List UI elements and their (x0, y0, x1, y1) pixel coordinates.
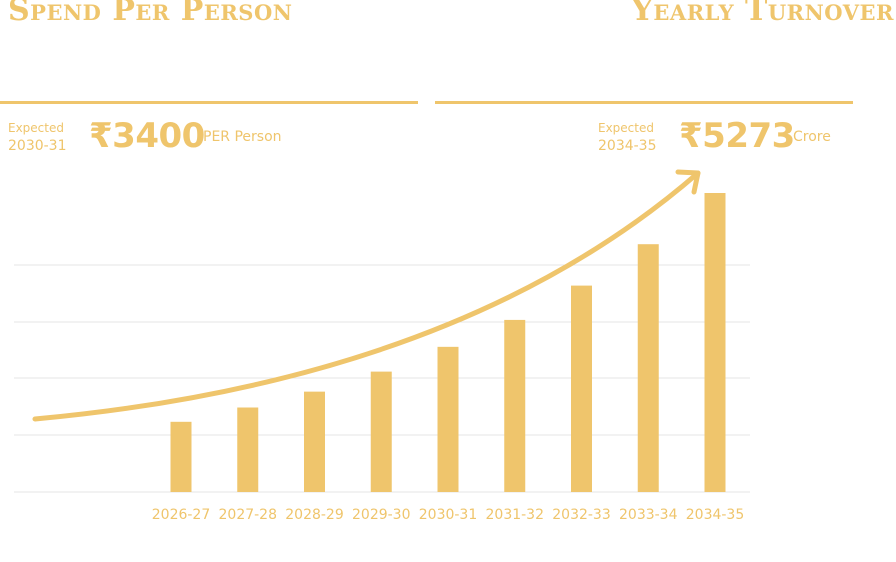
bar-2026-27 (170, 421, 192, 492)
x-tick-label: 2028-29 (285, 507, 344, 523)
spend-per-person-heading: Spend Per Person (8, 0, 293, 28)
turnover-expected-label: Expected (598, 121, 654, 135)
spend-currency-symbol: ₹ (89, 116, 113, 156)
turnover-value: ₹5273 (679, 119, 795, 153)
x-tick-label: 2026-27 (152, 507, 211, 523)
spend-value: ₹3400 (89, 119, 205, 153)
heading-divider-right (435, 101, 853, 104)
bar-2031-32 (504, 319, 526, 492)
x-tick-label: 2030-31 (419, 507, 478, 523)
bar-2028-29 (304, 391, 325, 492)
bar-2030-31 (437, 346, 459, 492)
turnover-amount: 5273 (702, 116, 795, 156)
spend-year: 2030-31 (8, 138, 67, 154)
spend-amount: 3400 (112, 116, 205, 156)
x-tick-label: 2029-30 (352, 507, 411, 523)
turnover-unit: Crore (793, 129, 831, 145)
trend-arrow-head (675, 169, 701, 195)
spend-expected-label: Expected (8, 121, 64, 135)
trend-arrow-line (32, 170, 701, 422)
yearly-turnover-heading: Yearly Turnover (631, 0, 894, 28)
x-tick-label: 2034-35 (686, 507, 745, 523)
bar-2027-28 (237, 407, 259, 492)
x-tick-label: 2027-28 (219, 507, 278, 523)
x-tick-label: 2033-34 (619, 507, 678, 523)
turnover-year: 2034-35 (598, 138, 657, 154)
x-tick-label: 2031-32 (486, 507, 545, 523)
spend-unit: PER Person (203, 129, 282, 145)
bar-2029-30 (370, 371, 392, 492)
x-tick-label: 2032-33 (552, 507, 611, 523)
turnover-currency-symbol: ₹ (679, 116, 703, 156)
bar-2034-35 (704, 193, 726, 492)
bar-2033-34 (637, 244, 659, 492)
bar-2032-33 (571, 285, 592, 492)
heading-divider-left (0, 101, 418, 104)
